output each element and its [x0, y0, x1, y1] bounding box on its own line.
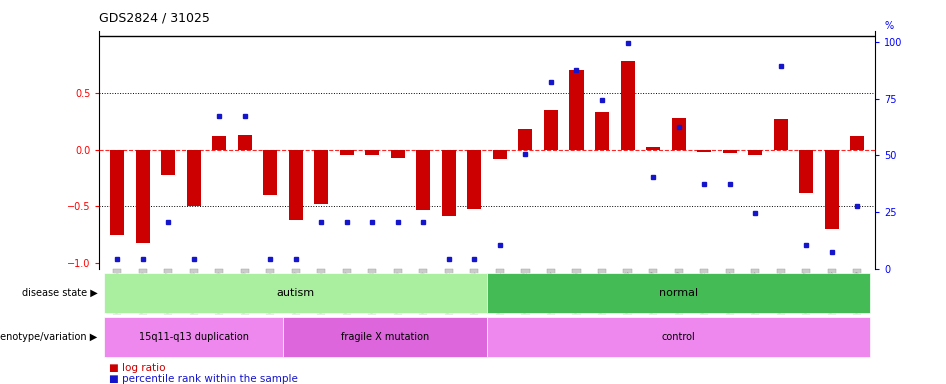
Bar	[442, 150, 456, 215]
Text: GDS2824 / 31025: GDS2824 / 31025	[99, 12, 210, 25]
Bar	[104, 273, 487, 313]
Bar	[697, 150, 711, 152]
Bar	[850, 136, 865, 150]
Text: normal: normal	[659, 288, 698, 298]
Bar	[487, 273, 870, 313]
Bar	[416, 150, 430, 210]
Bar	[104, 317, 283, 357]
Text: %: %	[885, 21, 893, 31]
Bar	[569, 70, 584, 150]
Bar	[646, 147, 660, 150]
Bar	[340, 150, 354, 156]
Text: fragile X mutation: fragile X mutation	[341, 332, 429, 342]
Bar	[135, 150, 149, 243]
Text: control: control	[661, 332, 695, 342]
Bar	[391, 150, 405, 158]
Bar	[487, 317, 870, 357]
Text: disease state ▶: disease state ▶	[22, 288, 97, 298]
Text: 15q11-q13 duplication: 15q11-q13 duplication	[139, 332, 249, 342]
Bar	[825, 150, 839, 229]
Bar	[799, 150, 814, 193]
Bar	[110, 150, 124, 235]
Bar	[672, 118, 686, 150]
Bar	[263, 150, 277, 195]
Bar	[518, 129, 533, 150]
Bar	[467, 150, 482, 209]
Bar	[595, 113, 609, 150]
Text: ■ log ratio: ■ log ratio	[109, 363, 166, 373]
Bar	[493, 150, 507, 159]
Bar	[723, 150, 737, 153]
Text: ■ percentile rank within the sample: ■ percentile rank within the sample	[109, 374, 298, 384]
Bar	[161, 150, 175, 175]
Bar	[774, 119, 788, 150]
Bar	[748, 150, 762, 156]
Text: autism: autism	[277, 288, 315, 298]
Bar	[212, 136, 226, 150]
Bar	[365, 150, 379, 156]
Text: genotype/variation ▶: genotype/variation ▶	[0, 332, 97, 342]
Bar	[289, 150, 303, 220]
Bar	[314, 150, 328, 204]
Bar	[283, 317, 487, 357]
Bar	[544, 110, 558, 150]
Bar	[237, 135, 252, 150]
Bar	[621, 61, 635, 150]
Bar	[186, 150, 201, 207]
